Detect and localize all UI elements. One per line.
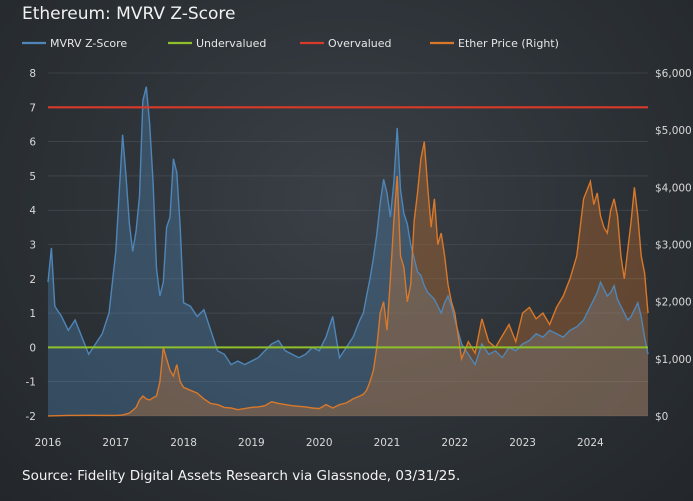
x-tick-label: 2024 (577, 437, 604, 449)
legend-label: Overvalued (328, 37, 392, 50)
y-left-tick-label: 2 (29, 274, 36, 286)
chart-title: Ethereum: MVRV Z-Score (22, 4, 236, 24)
y-left-tick-label: 7 (29, 102, 36, 114)
y-left-tick-label: -1 (26, 377, 36, 389)
source-note: Source: Fidelity Digital Assets Research… (22, 468, 461, 484)
mvrv-area (48, 86, 648, 416)
y-axis-left: 8 7 6 5 4 3 2 1 0 -1 -2 (26, 68, 37, 423)
y-left-tick-label: 0 (29, 342, 36, 354)
series-lines (47, 86, 649, 417)
y-right-tick-label: $4,000 (655, 182, 692, 194)
y-right-tick-label: $1,000 (655, 354, 692, 366)
y-left-tick-label: -2 (26, 411, 36, 423)
series-areas (48, 86, 648, 416)
x-axis: 2016 2017 2018 2019 2020 2021 2022 2023 2024 (35, 437, 604, 449)
y-left-tick-label: 5 (29, 171, 36, 183)
y-left-tick-label: 1 (29, 308, 36, 320)
legend-label: Ether Price (Right) (458, 37, 559, 50)
y-right-tick-label: $5,000 (655, 125, 692, 137)
y-right-tick-label: $2,000 (655, 297, 692, 309)
legend-label: MVRV Z-Score (50, 37, 127, 50)
x-tick-label: 2017 (102, 437, 129, 449)
y-left-tick-label: 3 (29, 240, 36, 252)
y-right-tick-label: $3,000 (655, 240, 692, 252)
x-tick-label: 2019 (238, 437, 265, 449)
y-right-tick-label: $6,000 (655, 68, 692, 80)
x-tick-label: 2016 (35, 437, 62, 449)
x-tick-label: 2020 (306, 437, 333, 449)
reference-lines (48, 106, 648, 349)
mvrv-line (47, 86, 649, 367)
x-tick-label: 2018 (170, 437, 197, 449)
y-left-tick-label: 4 (29, 205, 36, 217)
y-axis-right: $6,000 $5,000 $4,000 $3,000 $2,000 $1,000 $0 (655, 68, 692, 423)
legend-label: Undervalued (196, 37, 266, 50)
y-right-tick-label: $0 (655, 411, 668, 423)
price-line (47, 141, 649, 417)
x-tick-label: 2021 (374, 437, 401, 449)
legend: MVRV Z-Score Undervalued Overvalued Ether P… (22, 37, 559, 50)
x-tick-label: 2023 (509, 437, 536, 449)
y-left-tick-label: 8 (29, 68, 36, 80)
x-tick-label: 2022 (441, 437, 468, 449)
y-left-tick-label: 6 (29, 137, 36, 149)
